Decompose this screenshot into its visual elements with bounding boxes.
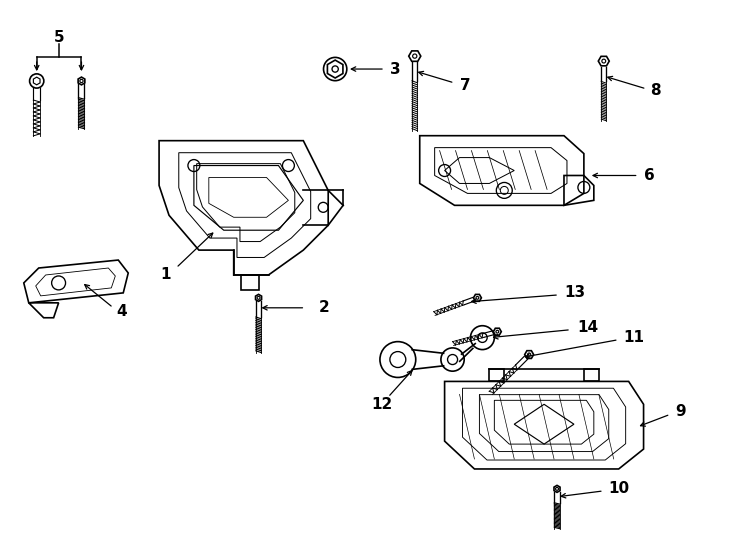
Text: 2: 2 — [319, 300, 329, 315]
Text: 8: 8 — [650, 83, 661, 98]
Text: 12: 12 — [371, 397, 393, 412]
Text: 13: 13 — [564, 285, 585, 300]
Text: 11: 11 — [624, 330, 644, 345]
Text: 7: 7 — [459, 78, 470, 93]
Text: 9: 9 — [675, 404, 686, 418]
Text: 6: 6 — [644, 168, 654, 183]
Text: 3: 3 — [390, 62, 401, 77]
Text: 5: 5 — [54, 30, 65, 45]
Text: 4: 4 — [116, 304, 127, 319]
Text: 10: 10 — [608, 481, 630, 496]
Text: 14: 14 — [577, 320, 598, 335]
Text: 1: 1 — [161, 267, 171, 282]
